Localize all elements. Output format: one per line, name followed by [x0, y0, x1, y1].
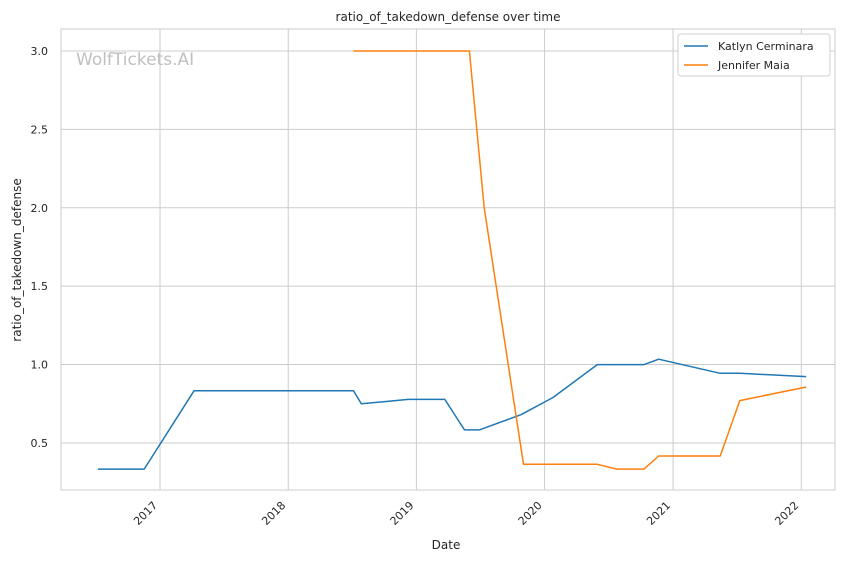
series-line-1: [97, 358, 807, 470]
x-tick-labels: 2017 2018 2019 2020 2021 2022: [131, 499, 801, 528]
x-tick-label: 2018: [259, 499, 288, 528]
legend-box: [677, 33, 831, 77]
chart-title: ratio_of_takedown_defense over time: [336, 10, 561, 24]
legend: Katlyn Cerminara Jennifer Maia: [677, 33, 831, 77]
x-tick-label: 2022: [772, 499, 801, 528]
y-tick-labels: 0.5 1.0 1.5 2.0 2.5 3.0: [31, 45, 49, 450]
legend-label: Katlyn Cerminara: [718, 40, 814, 53]
y-tick-label: 0.5: [31, 437, 49, 450]
y-tick-label: 1.5: [31, 280, 49, 293]
x-axis-label: Date: [432, 538, 461, 552]
y-tick-label: 2.5: [31, 123, 49, 136]
series-line-2: [353, 50, 807, 470]
y-tick-label: 3.0: [31, 45, 49, 58]
x-tick-label: 2020: [516, 499, 545, 528]
y-axis-label: ratio_of_takedown_defense: [10, 178, 24, 341]
legend-label: Jennifer Maia: [717, 59, 790, 72]
watermark-text: WolfTickets.AI: [76, 50, 194, 70]
y-tick-label: 2.0: [31, 202, 49, 215]
x-tick-label: 2017: [131, 499, 160, 528]
series-lines: [97, 50, 807, 470]
plot-area: [60, 28, 836, 491]
grid-lines: [61, 29, 835, 490]
x-tick-label: 2021: [644, 499, 673, 528]
x-tick-label: 2019: [388, 499, 417, 528]
y-tick-label: 1.0: [31, 359, 49, 372]
